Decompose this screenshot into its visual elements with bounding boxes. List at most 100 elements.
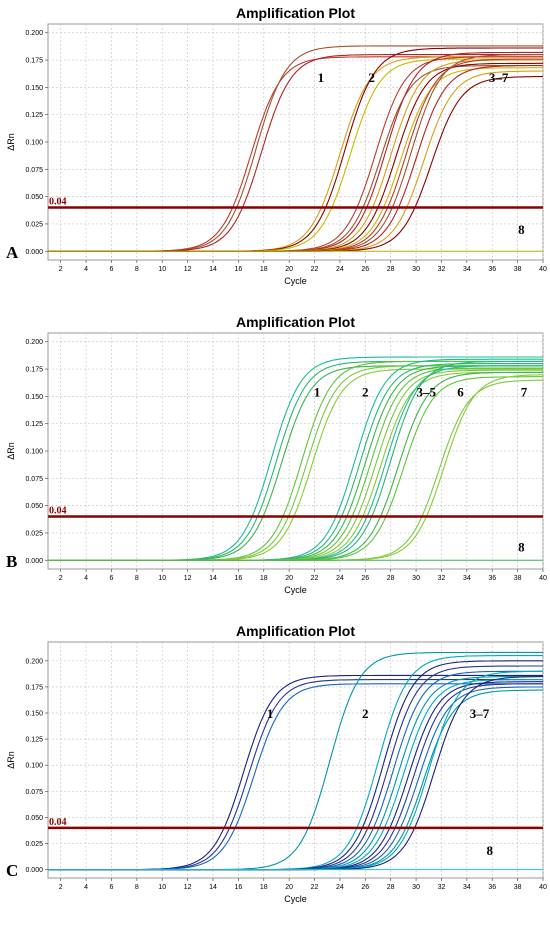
curve-group-label: 6 — [457, 384, 464, 399]
x-tick-label: 14 — [209, 266, 217, 273]
y-tick-label: 0.000 — [25, 867, 43, 874]
y-axis-label: ΔRn — [6, 751, 16, 769]
x-tick-label: 4 — [84, 884, 88, 891]
curve-group-label: 8 — [486, 843, 493, 858]
y-tick-label: 0.125 — [25, 112, 43, 119]
panel-a: Amplification Plot 2 4 6 8 10 12 14 16 18 20 22 24 26… — [0, 0, 550, 309]
panel-label: B — [6, 552, 17, 571]
x-tick-label: 22 — [311, 575, 319, 582]
x-axis-label: Cycle — [284, 276, 307, 286]
x-tick-label: 12 — [184, 884, 192, 891]
y-tick-label: 0.200 — [25, 30, 43, 37]
chart-title: Amplification Plot — [236, 623, 355, 639]
y-axis-label: ΔRn — [6, 133, 16, 151]
x-tick-label: 38 — [514, 575, 522, 582]
y-tick-label: 0.100 — [25, 763, 43, 770]
y-tick-label: 0.125 — [25, 421, 43, 428]
x-tick-label: 24 — [336, 266, 344, 273]
x-tick-label: 40 — [539, 575, 547, 582]
y-tick-label: 0.050 — [25, 503, 43, 510]
y-tick-label: 0.025 — [25, 530, 43, 537]
x-tick-label: 18 — [260, 266, 268, 273]
x-tick-label: 14 — [209, 575, 217, 582]
y-tick-label: 0.050 — [25, 815, 43, 822]
y-tick-label: 0.175 — [25, 367, 43, 374]
threshold-label: 0.04 — [49, 197, 67, 208]
threshold-label: 0.04 — [49, 506, 67, 517]
x-tick-label: 4 — [84, 266, 88, 273]
x-tick-label: 20 — [285, 575, 293, 582]
x-tick-label: 16 — [234, 266, 242, 273]
x-tick-label: 16 — [234, 884, 242, 891]
x-axis-label: Cycle — [284, 585, 307, 595]
curve-group-label: 8 — [518, 540, 525, 555]
y-tick-label: 0.075 — [25, 167, 43, 174]
x-tick-label: 4 — [84, 575, 88, 582]
chart-title: Amplification Plot — [236, 5, 355, 21]
x-tick-label: 26 — [361, 884, 369, 891]
x-tick-label: 38 — [514, 266, 522, 273]
y-tick-label: 0.150 — [25, 711, 43, 718]
chart-title: Amplification Plot — [236, 314, 355, 330]
curve-group-label: 1 — [267, 706, 274, 721]
x-tick-label: 14 — [209, 884, 217, 891]
x-tick-label: 20 — [285, 884, 293, 891]
y-tick-label: 0.125 — [25, 737, 43, 744]
y-tick-label: 0.150 — [25, 85, 43, 92]
x-tick-label: 2 — [59, 266, 63, 273]
y-tick-label: 0.150 — [25, 394, 43, 401]
x-tick-label: 12 — [184, 575, 192, 582]
y-tick-label: 0.175 — [25, 58, 43, 65]
y-tick-label: 0.000 — [25, 558, 43, 565]
y-tick-label: 0.050 — [25, 194, 43, 201]
x-tick-label: 22 — [311, 884, 319, 891]
curve-group-label: 1 — [314, 384, 321, 399]
x-tick-label: 20 — [285, 266, 293, 273]
x-tick-label: 26 — [361, 575, 369, 582]
y-tick-label: 0.175 — [25, 684, 43, 691]
y-tick-label: 0.100 — [25, 140, 43, 147]
x-tick-label: 10 — [158, 884, 166, 891]
x-tick-label: 6 — [110, 884, 114, 891]
x-tick-label: 16 — [234, 575, 242, 582]
x-tick-label: 24 — [336, 884, 344, 891]
x-tick-label: 30 — [412, 884, 420, 891]
x-tick-label: 8 — [135, 575, 139, 582]
x-tick-label: 36 — [488, 884, 496, 891]
y-tick-label: 0.200 — [25, 658, 43, 665]
x-tick-label: 18 — [260, 575, 268, 582]
x-tick-label: 8 — [135, 266, 139, 273]
x-tick-label: 22 — [311, 266, 319, 273]
panel-label: A — [6, 243, 19, 262]
x-tick-label: 30 — [412, 266, 420, 273]
threshold-label: 0.04 — [49, 817, 67, 828]
y-tick-label: 0.025 — [25, 221, 43, 228]
y-tick-label: 0.075 — [25, 476, 43, 483]
x-tick-label: 28 — [387, 884, 395, 891]
y-tick-label: 0.075 — [25, 789, 43, 796]
curve-group-label: 2 — [362, 706, 369, 721]
x-tick-label: 2 — [59, 884, 63, 891]
x-tick-label: 24 — [336, 575, 344, 582]
x-tick-label: 6 — [110, 266, 114, 273]
y-axis-label: ΔRn — [6, 442, 16, 460]
x-tick-label: 38 — [514, 884, 522, 891]
x-tick-label: 32 — [438, 884, 446, 891]
curve-group-label: 3–7 — [489, 70, 509, 85]
x-tick-label: 32 — [438, 266, 446, 273]
x-tick-label: 40 — [539, 266, 547, 273]
x-tick-label: 10 — [158, 575, 166, 582]
curve-group-label: 7 — [521, 384, 528, 399]
y-tick-label: 0.025 — [25, 841, 43, 848]
x-tick-label: 34 — [463, 266, 471, 273]
curve-group-label: 1 — [318, 70, 325, 85]
x-tick-label: 18 — [260, 884, 268, 891]
x-tick-label: 12 — [184, 266, 192, 273]
curve-group-label: 2 — [362, 384, 369, 399]
x-tick-label: 28 — [387, 575, 395, 582]
x-axis-label: Cycle — [284, 894, 307, 904]
x-tick-label: 26 — [361, 266, 369, 273]
x-tick-label: 6 — [110, 575, 114, 582]
x-tick-label: 2 — [59, 575, 63, 582]
x-tick-label: 36 — [488, 575, 496, 582]
